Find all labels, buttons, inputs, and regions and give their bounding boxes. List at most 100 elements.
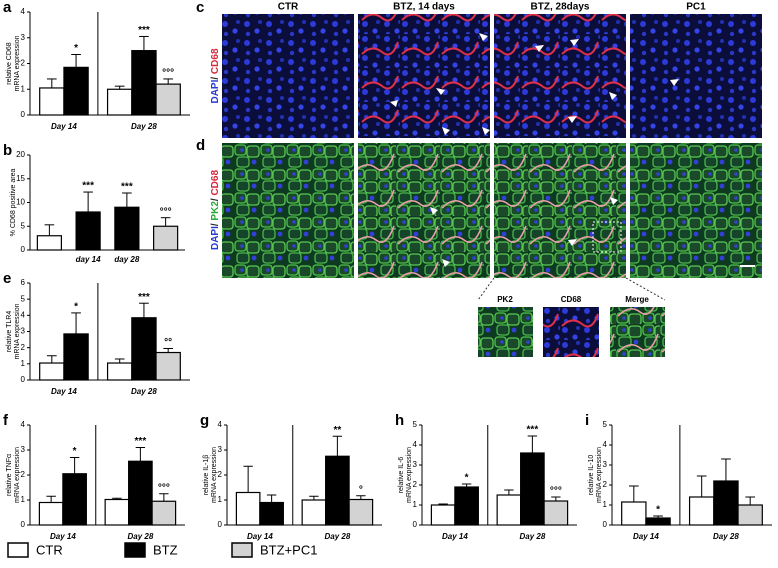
y-tick-label: 1 (21, 359, 26, 368)
y-tick-label: 4 (21, 420, 26, 429)
significance: ** (333, 425, 341, 436)
y-axis-label: mRNA expression (14, 35, 21, 91)
row-label-part: / (210, 196, 221, 202)
bar (106, 88, 133, 116)
inset-label: Merge (625, 295, 649, 304)
y-tick-label: 5 (603, 420, 608, 429)
bar (63, 66, 89, 116)
bar (104, 498, 130, 526)
y-tick-label: 3 (218, 445, 223, 454)
bar (75, 211, 101, 251)
y-tick-label: 5 (21, 221, 26, 230)
legend-label: CTR (36, 542, 63, 557)
bar (737, 504, 763, 526)
panel-letter: i (585, 412, 589, 429)
y-tick-label: 5 (413, 420, 418, 429)
bar (38, 501, 64, 526)
bar (496, 494, 522, 526)
significance: *** (138, 25, 150, 36)
bar (155, 351, 181, 381)
bar (520, 452, 545, 526)
y-tick-label: 1 (218, 495, 223, 504)
bar (106, 362, 133, 381)
y-tick-label: 3 (21, 33, 26, 42)
y-tick-label: 0 (21, 375, 26, 384)
micrograph (222, 14, 354, 138)
micrograph (358, 14, 490, 138)
x-tick-label: Day 14 (51, 122, 77, 131)
column-header: BTZ, 14 days (393, 2, 455, 13)
y-tick-label: 0 (603, 520, 608, 529)
y-tick-label: 10 (16, 198, 25, 207)
micrograph (494, 14, 626, 138)
bar (155, 83, 181, 116)
bar (153, 225, 179, 251)
column-header: BTZ, 28days (531, 2, 590, 13)
x-tick-label: day 14 (76, 255, 101, 264)
y-tick-label: 6 (21, 278, 26, 287)
bar (430, 504, 456, 526)
y-tick-label: 20 (16, 150, 25, 159)
bar (235, 491, 261, 526)
y-tick-label: 3 (603, 460, 608, 469)
bar (39, 362, 65, 381)
bar (543, 500, 569, 526)
bar (325, 455, 350, 526)
panel-letter: g (200, 412, 209, 429)
micrographs (222, 14, 762, 357)
significance: °°° (160, 206, 172, 217)
significance: °°° (162, 68, 174, 79)
panel-letter: b (3, 142, 12, 159)
significance: *** (121, 182, 133, 193)
bar (131, 50, 157, 116)
y-tick-label: 4 (413, 440, 418, 449)
x-tick-label: Day 14 (51, 387, 77, 396)
y-tick-label: 2 (413, 480, 418, 489)
significance: *** (135, 436, 147, 447)
bar (301, 499, 327, 526)
panel-letter: e (3, 270, 11, 287)
inset (478, 307, 533, 357)
y-axis-label: relative IL-1β (203, 455, 210, 496)
y-tick-label: 4 (21, 7, 26, 16)
y-tick-label: 4 (21, 310, 26, 319)
micrograph (630, 143, 762, 278)
x-tick-label: Day 14 (247, 532, 273, 541)
y-axis-label: relative IL-6 (398, 457, 405, 494)
y-tick-label: 3 (21, 445, 26, 454)
row-label-part: PK2 (210, 201, 221, 221)
inset-guide (625, 277, 666, 301)
bar (454, 486, 479, 526)
significance: *** (82, 181, 94, 192)
y-tick-label: 4 (218, 420, 223, 429)
x-tick-label: Day 28 (131, 387, 157, 396)
significance: °°° (550, 486, 562, 497)
y-tick-label: 3 (21, 327, 26, 336)
bar (621, 501, 647, 526)
inset-label: CD68 (561, 295, 582, 304)
arrowheads (390, 33, 679, 267)
significance: °°° (158, 482, 170, 493)
panel-letter: h (395, 412, 404, 429)
bar (348, 498, 374, 526)
panel-letter: a (3, 0, 12, 16)
y-tick-label: 2 (218, 470, 223, 479)
x-tick-label: day 28 (114, 255, 139, 264)
panel-letter: c (196, 0, 204, 16)
y-tick-label: 2 (21, 343, 26, 352)
y-tick-label: 0 (218, 520, 223, 529)
row-label-part: CD68 (210, 170, 221, 196)
y-axis-label: relative TLR4 (6, 311, 13, 353)
y-axis-label: mRNA expression (14, 303, 21, 359)
x-tick-label: Day 28 (127, 532, 153, 541)
row-label: DAPI/ PK2/ CD68 (210, 170, 221, 250)
y-tick-label: 0 (21, 520, 26, 529)
legend-label: BTZ (153, 542, 178, 557)
legend-swatch (124, 542, 146, 558)
y-tick-label: 15 (16, 174, 25, 183)
row-label-part: / (210, 221, 221, 227)
bar (713, 480, 739, 526)
bar (36, 235, 62, 251)
x-tick-label: Day 28 (713, 532, 739, 541)
